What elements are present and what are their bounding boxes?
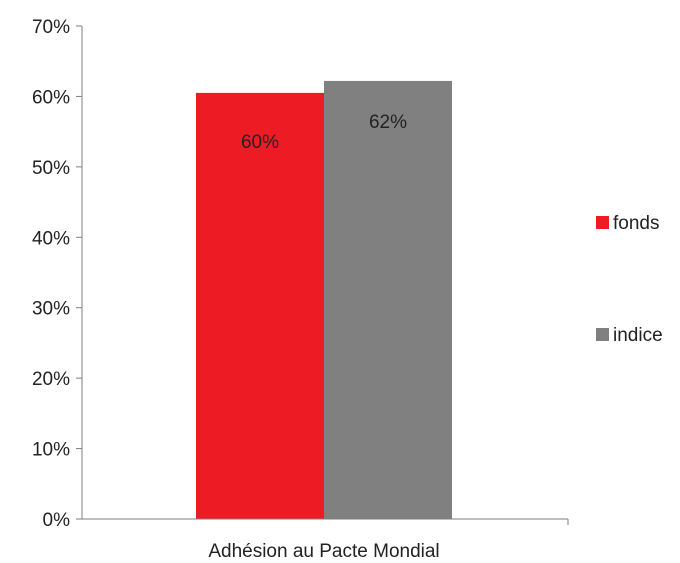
bar-value-label: 62%: [369, 112, 407, 133]
legend-swatch-fonds: [596, 216, 609, 229]
y-tick-label: 50%: [32, 158, 70, 179]
y-tick-label: 40%: [32, 228, 70, 249]
y-axis: 0% 10% 20% 30% 40% 50% 60% 70%: [32, 17, 83, 531]
bar-value-label: 60%: [241, 132, 279, 153]
y-tick-label: 0%: [43, 510, 71, 531]
legend-label: fonds: [613, 213, 659, 234]
bar-indice: [324, 80, 452, 519]
bar-fonds: [196, 92, 324, 520]
y-tick-label: 10%: [32, 440, 70, 461]
y-tick-label: 70%: [32, 17, 70, 38]
legend: fonds indice: [596, 213, 663, 346]
legend-label: indice: [613, 325, 663, 346]
y-tick-label: 20%: [32, 369, 70, 390]
x-axis: Adhésion au Pacte Mondial: [82, 518, 569, 562]
legend-swatch-indice: [596, 328, 609, 341]
y-tick-label: 30%: [32, 299, 70, 320]
x-category-label: Adhésion au Pacte Mondial: [208, 541, 439, 562]
y-tick-label: 60%: [32, 87, 70, 108]
bars: 60% 62%: [196, 80, 452, 520]
